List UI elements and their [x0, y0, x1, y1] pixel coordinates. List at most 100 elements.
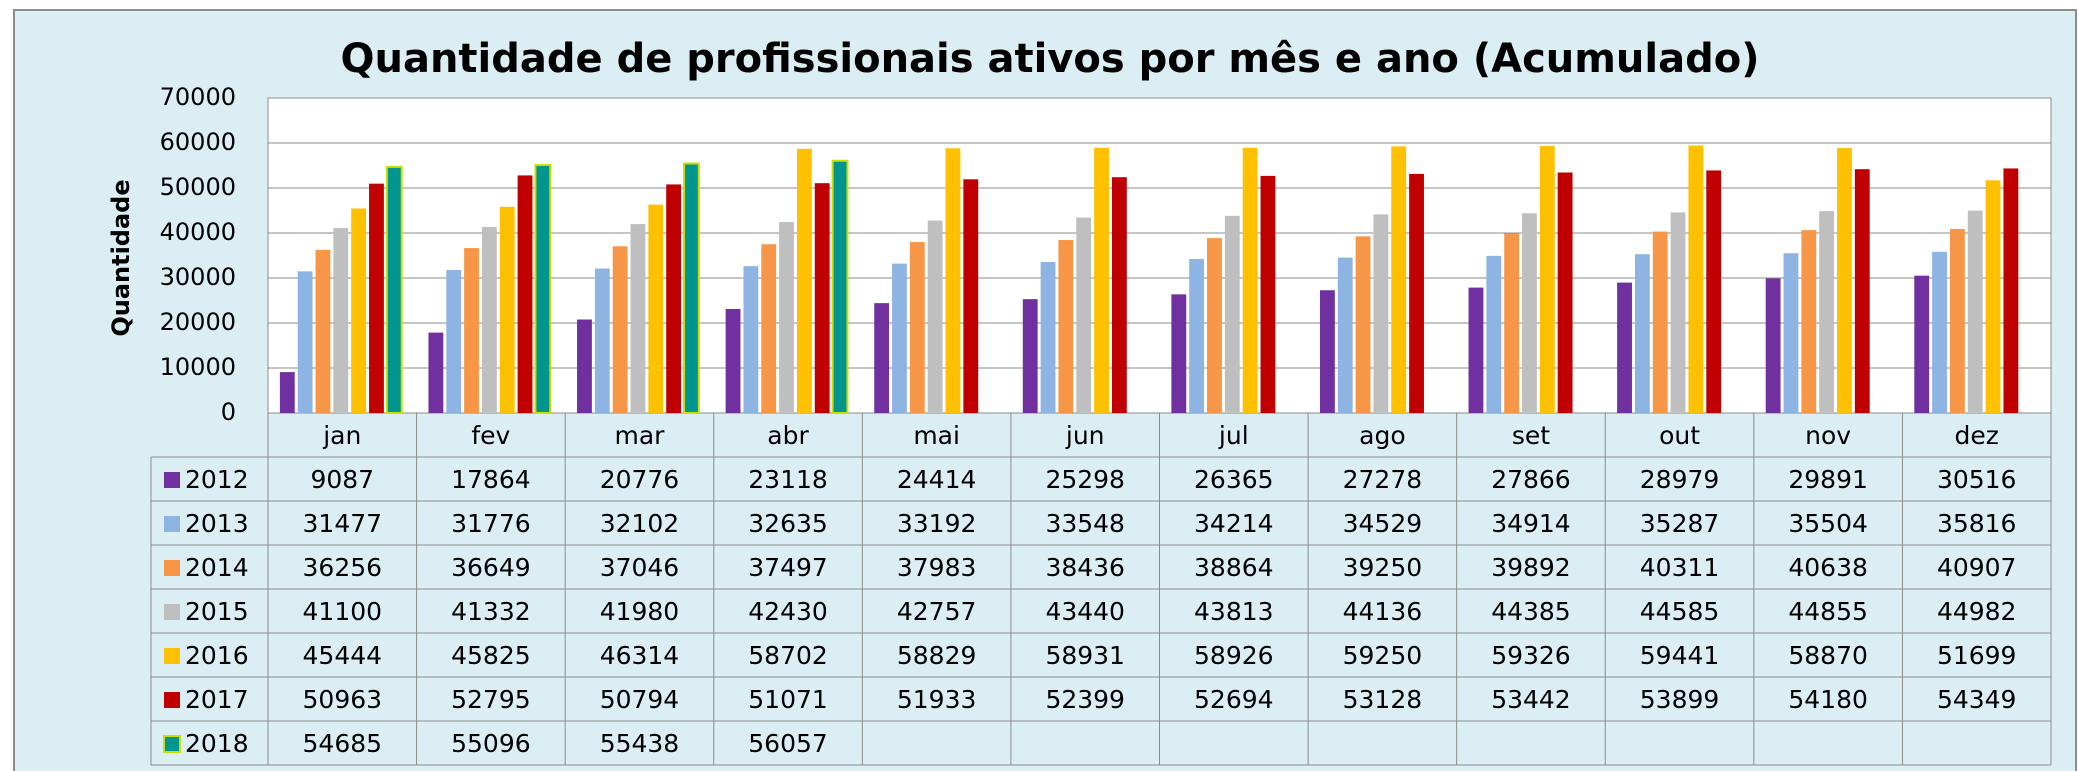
bar [1260, 175, 1276, 413]
legend-swatch [164, 692, 180, 708]
table-cell: 51933 [897, 685, 977, 714]
bar [1706, 170, 1722, 413]
table-cell: 44136 [1343, 597, 1423, 626]
bar [351, 208, 367, 413]
table-cell: 32635 [748, 509, 828, 538]
table-cell: 20776 [600, 465, 680, 494]
bar [1040, 262, 1056, 413]
table-cell: 34214 [1194, 509, 1274, 538]
table-cell: 41332 [451, 597, 531, 626]
table-cell: 53442 [1491, 685, 1571, 714]
bar [1932, 251, 1947, 413]
bar [1854, 169, 1870, 413]
bar [1504, 233, 1520, 413]
table-cell: 40311 [1640, 553, 1720, 582]
bar [1634, 254, 1650, 413]
legend-label: 2016 [185, 641, 249, 670]
bar [1670, 212, 1686, 413]
bar [1111, 177, 1127, 413]
table-cell: 44982 [1937, 597, 2017, 626]
table-cell: 42430 [748, 597, 828, 626]
bar [779, 222, 794, 413]
x-tick-label: jan [322, 421, 361, 450]
bar [1837, 148, 1852, 413]
table-cell: 30516 [1937, 465, 2017, 494]
table-cell: 41100 [303, 597, 383, 626]
x-tick-label: mai [913, 421, 960, 450]
bar [1189, 259, 1205, 413]
table-cell: 28979 [1640, 465, 1720, 494]
table-cell: 58870 [1788, 641, 1868, 670]
table-cell: 59441 [1640, 641, 1720, 670]
legend-swatch [164, 648, 180, 664]
x-tick-label: jul [1218, 421, 1249, 450]
bar [1949, 228, 1965, 413]
bar [1486, 255, 1502, 413]
bar [612, 246, 628, 413]
table-cell: 50963 [303, 685, 383, 714]
bar [1022, 299, 1038, 413]
bar [499, 206, 515, 413]
plot-area [267, 97, 2052, 414]
bar [1522, 213, 1537, 413]
chart-title: Quantidade de profissionais ativos por m… [340, 36, 1759, 82]
bar [428, 332, 444, 413]
legend-swatch [164, 604, 180, 620]
bar [909, 242, 925, 413]
table-cell: 34529 [1343, 509, 1423, 538]
legend-label: 2013 [185, 509, 249, 538]
bar [1819, 211, 1835, 413]
table-cell: 58926 [1194, 641, 1274, 670]
bar [1557, 172, 1573, 413]
table-cell: 56057 [748, 729, 828, 758]
bar [1914, 275, 1930, 413]
table-cell: 51699 [1937, 641, 2017, 670]
table-cell: 45444 [303, 641, 383, 670]
x-tick-label: ago [1359, 421, 1405, 450]
legend-label: 2018 [185, 729, 249, 758]
table-cell: 33548 [1045, 509, 1125, 538]
bar [279, 372, 295, 413]
table-cell: 33192 [897, 509, 977, 538]
table-cell: 38436 [1045, 553, 1125, 582]
bar [577, 319, 592, 413]
table-cell: 40638 [1788, 553, 1868, 582]
table-cell: 52694 [1194, 685, 1274, 714]
bar [1801, 230, 1817, 413]
bar [892, 263, 907, 413]
y-tick-label: 0 [221, 398, 236, 426]
bar [1224, 215, 1240, 413]
table-cell: 31477 [303, 509, 383, 538]
table-cell: 29891 [1788, 465, 1868, 494]
bar [1355, 236, 1371, 413]
bar [1058, 240, 1074, 413]
table-cell: 24414 [897, 465, 977, 494]
bar [517, 175, 533, 413]
table-cell: 37046 [600, 553, 680, 582]
bar [796, 148, 812, 413]
y-tick-label: 60000 [160, 128, 236, 156]
table-cell: 54685 [303, 729, 383, 758]
table-cell: 55096 [451, 729, 531, 758]
bar [297, 271, 313, 413]
bar [1652, 231, 1668, 413]
table-cell: 54349 [1937, 685, 2017, 714]
bar [315, 249, 331, 413]
table-cell: 36649 [451, 553, 531, 582]
bar [1337, 257, 1353, 413]
table-cell: 37497 [748, 553, 828, 582]
table-cell: 52795 [451, 685, 531, 714]
bar [2003, 168, 2019, 413]
y-tick-label: 30000 [160, 263, 236, 291]
bar [666, 184, 682, 413]
bar [446, 270, 462, 413]
bar [1076, 217, 1092, 413]
bar [1765, 278, 1781, 413]
table-cell: 53899 [1640, 685, 1720, 714]
legend-label: 2014 [185, 553, 249, 582]
bar [594, 268, 610, 413]
bar [464, 248, 479, 413]
table-cell: 32102 [600, 509, 680, 538]
y-tick-label: 70000 [160, 83, 236, 111]
